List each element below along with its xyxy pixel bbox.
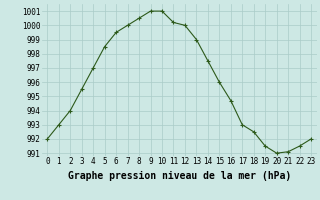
X-axis label: Graphe pression niveau de la mer (hPa): Graphe pression niveau de la mer (hPa) bbox=[68, 171, 291, 181]
